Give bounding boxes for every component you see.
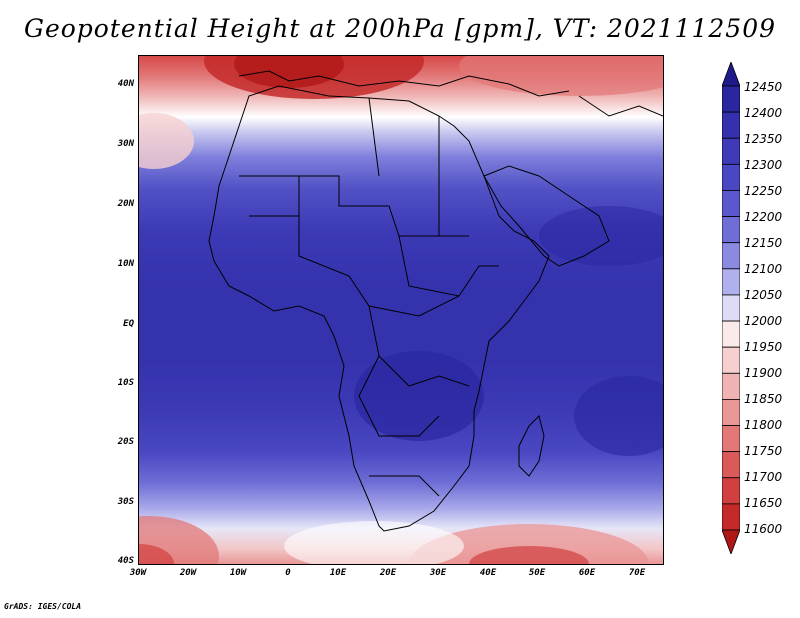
south-white: [284, 521, 464, 564]
colorbar-label-11800: 11800: [744, 418, 783, 432]
colorbar-label-12150: 12150: [744, 236, 783, 250]
map-title: Geopotential Height at 200hPa [gpm], VT:…: [23, 14, 777, 43]
colorbar-label-12200: 12200: [744, 210, 783, 224]
lat-label-30s: 30S: [117, 497, 134, 507]
lat-label-20s: 20S: [117, 437, 134, 447]
geopotential-map: [138, 55, 664, 565]
northeast-red: [459, 56, 663, 96]
colorbar-segment: [722, 451, 740, 479]
lon-label-40e: 40E: [479, 568, 497, 578]
lon-label-10w: 10W: [229, 568, 247, 578]
southeast-core: [469, 546, 589, 564]
height-field: [139, 56, 663, 564]
colorbar: [722, 62, 740, 554]
indian-ocean-dark: [574, 376, 663, 456]
colorbar-segment: [722, 268, 740, 296]
colorbar-segment: [722, 111, 740, 139]
colorbar-label-12300: 12300: [744, 158, 783, 172]
colorbar-top-arrow: [722, 62, 740, 87]
colorbar-segment: [722, 503, 740, 531]
colorbar-segment: [722, 242, 740, 270]
lon-label-0: 0: [285, 568, 291, 578]
colorbar-label-11650: 11650: [744, 496, 783, 510]
central-africa-dark: [354, 351, 484, 441]
colorbar-label-11600: 11600: [744, 522, 783, 536]
lon-label-60e: 60E: [578, 568, 596, 578]
colorbar-segment: [722, 425, 740, 453]
colorbar-label-12100: 12100: [744, 262, 783, 276]
colorbar-label-12450: 12450: [744, 80, 783, 94]
colorbar-label-11950: 11950: [744, 340, 783, 354]
colorbar-segment: [722, 137, 740, 165]
colorbar-label-12250: 12250: [744, 184, 783, 198]
colorbar-label-11750: 11750: [744, 444, 783, 458]
arabian-dark: [539, 206, 663, 266]
lon-label-30e: 30E: [429, 568, 447, 578]
southwest-core: [139, 544, 174, 564]
colorbar-segment: [722, 85, 740, 113]
colorbar-label-12000: 12000: [744, 314, 783, 328]
colorbar-label-12400: 12400: [744, 106, 783, 120]
colorbar-segment: [722, 477, 740, 505]
northwest-light: [139, 113, 194, 169]
colorbar-segment: [722, 346, 740, 374]
lat-label-40s: 40S: [117, 556, 134, 566]
lon-label-30w: 30W: [129, 568, 147, 578]
colorbar-segment: [722, 190, 740, 217]
colorbar-segment: [722, 399, 740, 426]
colorbar-segment: [722, 294, 740, 322]
lon-label-10e: 10E: [329, 568, 347, 578]
lon-label-70e: 70E: [628, 568, 646, 578]
north-high-inner: [234, 56, 344, 88]
lat-label-20n: 20N: [117, 199, 134, 209]
coastlines: [208, 70, 663, 532]
colorbar-label-11850: 11850: [744, 392, 783, 406]
colorbar-label-11700: 11700: [744, 470, 783, 484]
lon-label-20e: 20E: [379, 568, 397, 578]
lat-label-eq: EQ: [123, 319, 134, 329]
footer-credit: GrADS: IGES/COLA: [4, 602, 82, 611]
colorbar-segment: [722, 163, 740, 191]
lat-label-10n: 10N: [117, 259, 134, 269]
colorbar-bottom-arrow: [722, 529, 740, 554]
southeast-high: [409, 524, 649, 564]
lon-label-20w: 20W: [179, 568, 197, 578]
colorbar-label-11900: 11900: [744, 366, 783, 380]
lat-label-40n: 40N: [117, 79, 134, 89]
lat-label-30n: 30N: [117, 139, 134, 149]
lat-label-10s: 10S: [117, 378, 134, 388]
colorbar-label-12050: 12050: [744, 288, 783, 302]
colorbar-segment: [722, 216, 740, 244]
colorbar-label-12350: 12350: [744, 132, 783, 146]
colorbar-segment: [722, 320, 740, 348]
colorbar-segment: [722, 372, 740, 400]
lon-label-50e: 50E: [528, 568, 546, 578]
